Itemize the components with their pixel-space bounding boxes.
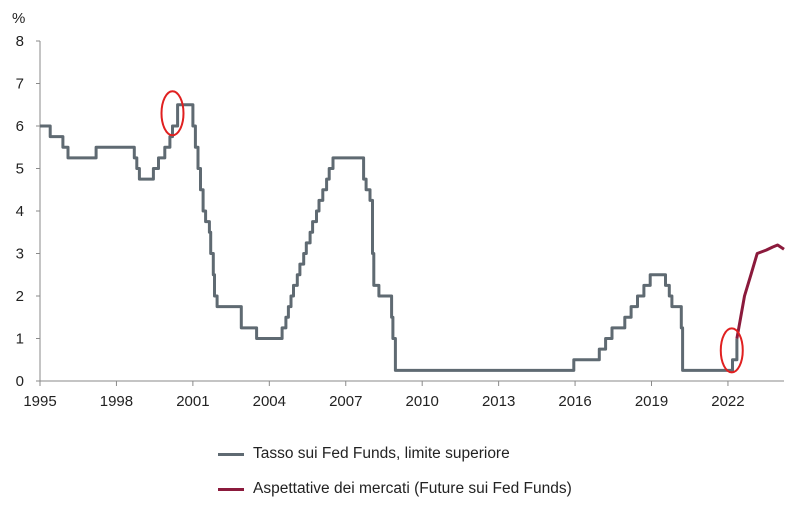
- y-tick-label: 1: [16, 331, 24, 348]
- highlight-ellipse-2022: [719, 327, 744, 374]
- y-tick-label: 5: [16, 161, 24, 178]
- x-tick-label: 1995: [23, 393, 56, 410]
- series-layer: [40, 103, 785, 372]
- y-tick-label: 0: [16, 373, 24, 390]
- legend-label-fed-funds: Tasso sui Fed Funds, limite superiore: [253, 445, 510, 462]
- x-axis-ticks: 1995 1998 2001 2004 2007 2010 2013 2016 2019 2022: [23, 381, 745, 410]
- x-tick-label: 1998: [100, 393, 133, 410]
- y-axis-unit-label: %: [12, 10, 25, 27]
- y-tick-label: 7: [16, 76, 24, 93]
- y-tick-label: 8: [16, 33, 24, 50]
- x-tick-label: 2016: [558, 393, 591, 410]
- legend-swatch-market-expectations: [218, 487, 244, 491]
- y-tick-label: 6: [16, 118, 24, 135]
- axes: [39, 41, 784, 382]
- highlight-ellipse-2000: [160, 90, 185, 137]
- legend-item-fed-funds: Tasso sui Fed Funds, limite superiore: [218, 445, 510, 463]
- annotations: [160, 90, 744, 374]
- x-tick-label: 2007: [329, 393, 362, 410]
- series-line-market-expectations: [735, 243, 785, 339]
- y-tick-label: 3: [16, 246, 24, 263]
- x-tick-label: 2001: [176, 393, 209, 410]
- x-tick-label: 2022: [711, 393, 744, 410]
- legend-item-market-expectations: Aspettative dei mercati (Future sui Fed …: [218, 480, 572, 498]
- legend-label-market-expectations: Aspettative dei mercati (Future sui Fed …: [253, 480, 572, 497]
- series-line-fed-funds: [40, 103, 739, 372]
- y-tick-label: 2: [16, 288, 24, 305]
- x-tick-label: 2013: [482, 393, 515, 410]
- y-tick-label: 4: [16, 203, 24, 220]
- x-tick-label: 2019: [635, 393, 668, 410]
- x-tick-label: 2004: [253, 393, 286, 410]
- x-tick-label: 2010: [406, 393, 439, 410]
- legend-swatch-fed-funds: [218, 452, 244, 456]
- y-axis-ticks: 0 1 2 3 4 5 6 7 8: [16, 33, 40, 390]
